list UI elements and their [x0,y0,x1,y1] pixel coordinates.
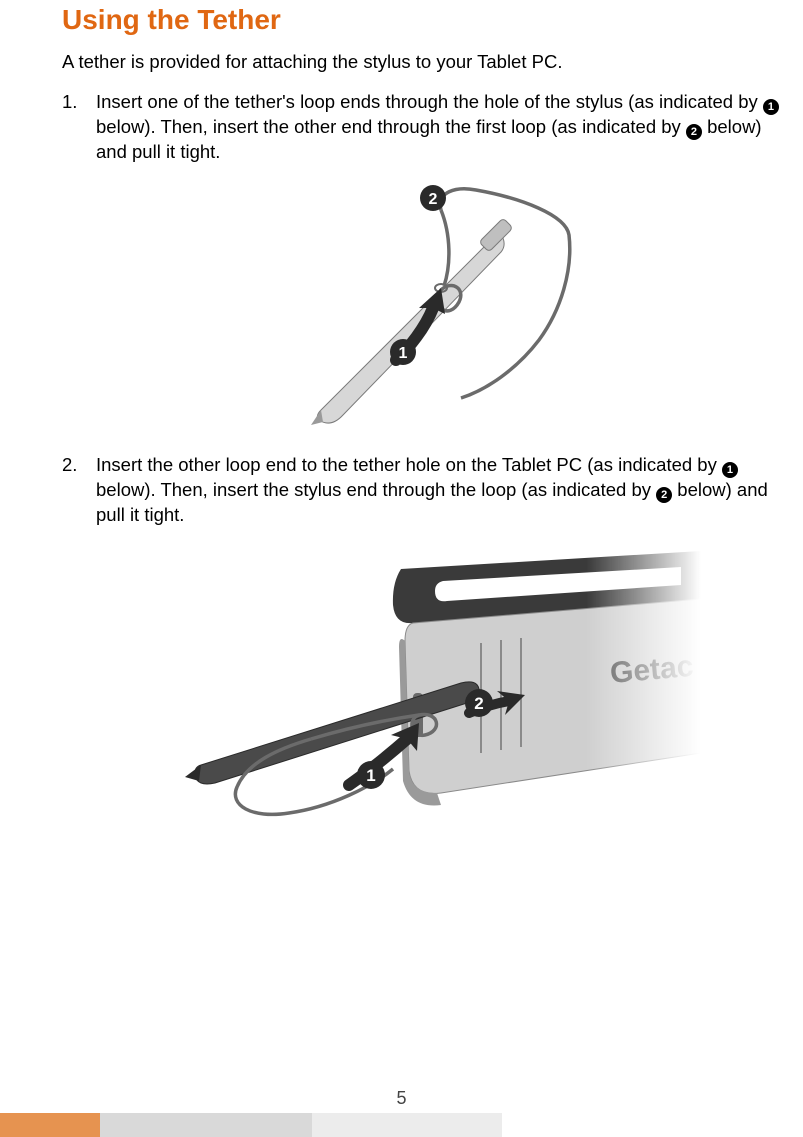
figure-1: 1 2 [96,180,785,434]
callout-1: 1 [357,761,385,789]
page-title: Using the Tether [62,4,785,36]
step-1-pre: Insert one of the tether's loop ends thr… [96,91,763,112]
footer-bar-gray2 [312,1113,502,1137]
svg-text:1: 1 [366,766,375,785]
tablet-device-icon: Getac [392,551,700,806]
footer-bar-gray [100,1113,312,1137]
step-2-mid: below). Then, insert the stylus end thro… [96,479,656,500]
circled-1-icon: 1 [763,99,779,115]
callout-1: 1 [390,339,416,365]
page-content: Using the Tether A tether is provided fo… [0,0,803,850]
step-2: Insert the other loop end to the tether … [62,453,785,850]
step-2-pre: Insert the other loop end to the tether … [96,454,722,475]
circled-1-icon: 1 [722,462,738,478]
svg-text:2: 2 [428,191,437,208]
figure-2: Getac [96,543,785,849]
callout-2: 2 [465,689,493,717]
footer-bar-orange [0,1113,100,1137]
callout-2: 2 [420,185,446,211]
steps-list: Insert one of the tether's loop ends thr… [62,90,785,850]
circled-2-icon: 2 [686,124,702,140]
stylus-icon [311,218,513,425]
step-1-mid: below). Then, insert the other end throu… [96,116,686,137]
svg-text:2: 2 [474,694,483,713]
footer-bars [0,1091,803,1137]
step-1: Insert one of the tether's loop ends thr… [62,90,785,435]
circled-2-icon: 2 [656,487,672,503]
intro-paragraph: A tether is provided for attaching the s… [62,50,785,74]
svg-text:1: 1 [398,345,407,362]
